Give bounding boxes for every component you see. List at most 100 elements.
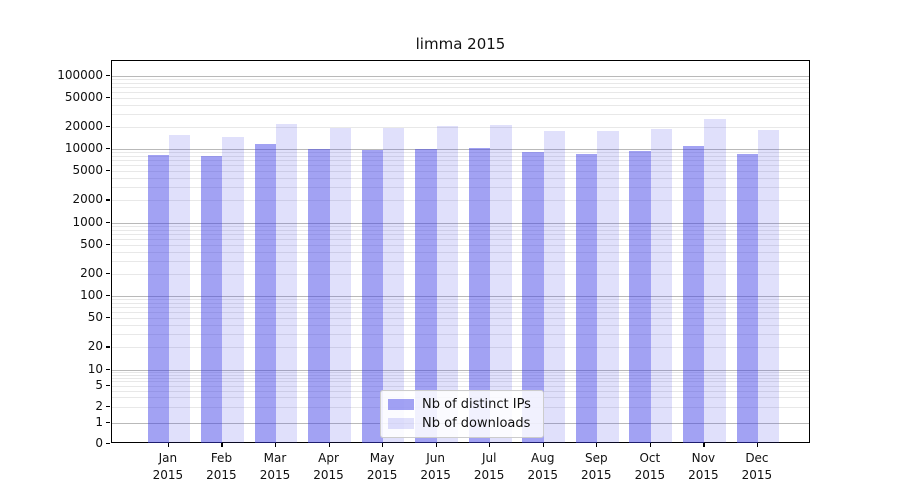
y-tick-label: 5 <box>95 377 103 392</box>
gridline-minor <box>112 325 809 327</box>
gridline-minor <box>112 251 809 253</box>
gridline-minor <box>112 91 809 93</box>
bar-distinct-ips <box>629 151 651 443</box>
x-tick-mark <box>756 443 759 447</box>
y-tick-label: 50 <box>87 310 103 325</box>
bar-distinct-ips <box>468 148 491 443</box>
bar-distinct-ips <box>147 154 169 443</box>
y-tick-label: 500 <box>80 236 103 251</box>
y-tick-label: 2000 <box>72 192 103 207</box>
gridline-minor <box>112 104 809 106</box>
gridline-minor <box>112 299 809 301</box>
gridline-minor <box>112 187 809 189</box>
y-tick-mark <box>106 368 110 370</box>
legend: Nb of distinct IPs Nb of downloads <box>380 390 544 438</box>
x-tick-label: Feb 2015 <box>206 451 237 482</box>
gridline-minor <box>112 229 809 231</box>
gridline-major <box>112 369 809 371</box>
x-tick-mark <box>167 443 170 447</box>
y-tick-label: 10 <box>87 361 103 376</box>
legend-swatch-downloads <box>388 418 414 429</box>
gridline-minor <box>112 200 809 202</box>
gridline-minor <box>112 307 809 309</box>
x-tick-mark <box>649 443 652 447</box>
y-tick-mark <box>106 346 110 348</box>
y-tick-label: 100 <box>80 288 103 302</box>
legend-label-downloads: Nb of downloads <box>422 416 531 431</box>
bar-downloads <box>329 128 351 443</box>
y-tick-mark <box>106 125 110 128</box>
gridline-minor <box>112 244 809 246</box>
gridline-minor <box>112 97 809 99</box>
plot-area <box>111 60 810 443</box>
x-tick-mark <box>489 443 491 447</box>
gridline-minor <box>112 318 809 320</box>
gridline-major <box>112 222 809 224</box>
gridline-minor <box>112 303 809 305</box>
bar-downloads <box>168 134 191 443</box>
x-tick-label: Jan 2015 <box>152 451 184 482</box>
gridline-minor <box>112 152 809 154</box>
y-tick-mark <box>106 96 110 98</box>
gridline-minor <box>112 165 809 167</box>
chart-title: limma 2015 <box>415 35 506 53</box>
x-tick-mark <box>221 443 223 447</box>
gridline-minor <box>112 260 809 262</box>
y-tick-label: 10000 <box>64 141 103 155</box>
x-tick-label: May 2015 <box>366 451 398 482</box>
y-tick-label: 200 <box>80 265 103 280</box>
bar-downloads <box>757 129 780 443</box>
y-tick-label: 2 <box>95 398 103 413</box>
gridline-minor <box>112 334 809 336</box>
gridline-major <box>112 296 809 297</box>
y-tick-mark <box>106 317 110 319</box>
y-tick-mark <box>106 74 110 76</box>
bar-downloads <box>383 128 405 443</box>
y-tick-label: 20000 <box>64 118 103 133</box>
gridline-minor <box>112 374 809 376</box>
bar-downloads <box>704 119 726 443</box>
legend-item-distinct-ips: Nb of distinct IPs <box>388 397 536 412</box>
y-tick-mark <box>106 384 110 386</box>
y-tick-mark <box>106 199 110 201</box>
y-tick-label: 50000 <box>64 89 103 104</box>
gridline-minor <box>112 238 809 240</box>
y-tick-label: 1 <box>95 415 103 429</box>
gridline-minor <box>112 381 809 383</box>
gridline-minor <box>112 160 809 162</box>
bar-downloads <box>490 125 512 443</box>
legend-item-downloads: Nb of downloads <box>388 416 536 431</box>
x-tick-mark <box>382 443 384 447</box>
gridline-minor <box>112 171 809 173</box>
gridline-minor <box>112 371 809 373</box>
x-tick-label: Jul 2015 <box>473 451 505 482</box>
bar-distinct-ips <box>254 143 276 443</box>
x-tick-label: Nov 2015 <box>688 451 719 482</box>
y-tick-label: 0 <box>95 436 103 450</box>
x-tick-label: Oct 2015 <box>634 451 666 482</box>
y-tick-mark <box>106 148 110 150</box>
bar-distinct-ips <box>361 149 384 443</box>
gridline-minor <box>112 347 809 349</box>
x-tick-mark <box>596 443 598 447</box>
bar-distinct-ips <box>522 151 544 443</box>
legend-swatch-ips <box>388 399 414 410</box>
bar-distinct-ips <box>736 154 758 443</box>
x-tick-label: Apr 2015 <box>313 451 344 482</box>
y-tick-label: 20 <box>87 339 103 354</box>
gridline-minor <box>112 312 809 314</box>
y-tick-label: 1000 <box>72 214 103 229</box>
bar-distinct-ips <box>201 156 223 443</box>
bar-distinct-ips <box>575 154 598 443</box>
gridline-minor <box>112 113 809 115</box>
gridline-major <box>112 149 809 150</box>
bar-distinct-ips <box>683 145 705 443</box>
bar-distinct-ips <box>308 149 330 443</box>
gridline-minor <box>112 156 809 158</box>
gridline-major <box>112 75 809 77</box>
y-tick-mark <box>106 221 110 223</box>
x-tick-label: Aug 2015 <box>527 451 559 482</box>
bar-downloads <box>597 130 619 443</box>
x-tick-mark <box>328 443 330 447</box>
bar-downloads <box>276 123 298 443</box>
